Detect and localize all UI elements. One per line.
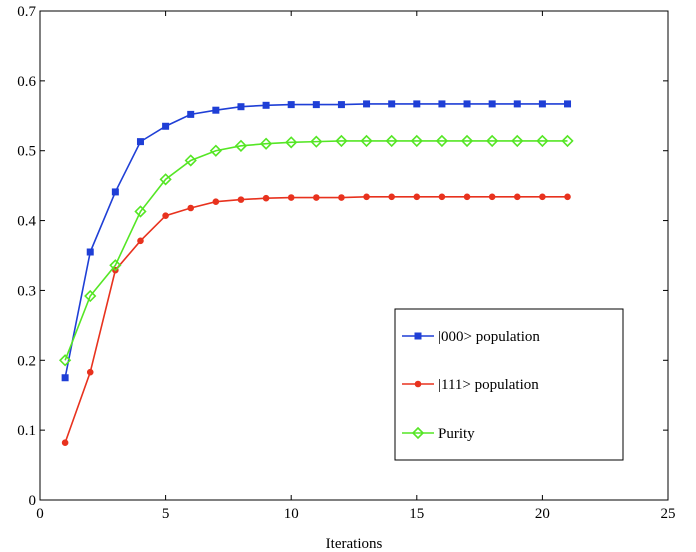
legend-label: Purity bbox=[438, 426, 475, 442]
data-point bbox=[86, 368, 94, 376]
data-point bbox=[413, 100, 421, 108]
y-tick-label: 0.3 bbox=[17, 283, 36, 299]
data-point bbox=[564, 193, 571, 201]
data-point bbox=[511, 134, 524, 148]
data-point bbox=[513, 100, 521, 108]
x-axis-label: Iterations bbox=[326, 536, 383, 552]
data-point bbox=[313, 194, 320, 201]
data-point bbox=[539, 193, 546, 201]
data-point bbox=[463, 100, 471, 108]
data-point bbox=[561, 134, 574, 148]
legend-marker bbox=[411, 426, 425, 440]
data-point bbox=[435, 134, 449, 148]
data-point bbox=[134, 205, 147, 218]
series-0 bbox=[61, 100, 572, 382]
series-layer bbox=[58, 100, 574, 447]
data-point bbox=[388, 193, 395, 201]
data-point bbox=[538, 100, 546, 108]
data-point bbox=[187, 110, 195, 118]
legend-label: |000> population bbox=[438, 329, 540, 345]
y-tick-label: 0.1 bbox=[17, 423, 36, 439]
data-point bbox=[111, 188, 119, 196]
legend: |000> population |111> population Purity bbox=[394, 308, 624, 461]
data-point bbox=[460, 134, 474, 148]
y-tick-label: 0.5 bbox=[17, 144, 36, 160]
data-point bbox=[259, 137, 273, 150]
data-point bbox=[486, 134, 499, 148]
data-point bbox=[438, 193, 446, 201]
data-point bbox=[212, 198, 220, 206]
data-point bbox=[410, 134, 423, 148]
data-point bbox=[61, 439, 69, 447]
data-point bbox=[136, 138, 144, 146]
data-point bbox=[337, 101, 345, 109]
data-point bbox=[262, 101, 270, 109]
data-point bbox=[564, 100, 572, 108]
data-point bbox=[488, 100, 496, 108]
data-point bbox=[109, 259, 122, 272]
data-point bbox=[488, 193, 496, 201]
legend-item: |111> population bbox=[402, 377, 539, 393]
y-tick-label: 0.4 bbox=[17, 214, 36, 230]
legend-item: Purity bbox=[402, 426, 475, 442]
data-point bbox=[285, 136, 298, 149]
data-point bbox=[338, 194, 345, 201]
data-point bbox=[237, 103, 245, 111]
x-tick-label: 20 bbox=[535, 506, 550, 522]
data-point bbox=[312, 101, 320, 109]
y-tick-label: 0.6 bbox=[17, 74, 36, 90]
legend-item: |000> population bbox=[402, 329, 540, 345]
data-point bbox=[212, 106, 220, 114]
data-point bbox=[84, 289, 97, 303]
data-point bbox=[463, 193, 471, 201]
x-tick-label: 25 bbox=[661, 506, 676, 522]
data-point bbox=[287, 194, 295, 201]
x-tick-label: 10 bbox=[284, 506, 299, 522]
data-point bbox=[413, 193, 421, 201]
data-point bbox=[513, 193, 521, 201]
series-line bbox=[64, 140, 568, 361]
x-tick-label: 15 bbox=[409, 506, 424, 522]
data-point bbox=[388, 100, 396, 108]
y-tick-label: 0.7 bbox=[17, 4, 36, 20]
legend-marker bbox=[414, 380, 422, 388]
data-point bbox=[86, 248, 94, 256]
data-point bbox=[209, 144, 222, 157]
x-tick-label: 5 bbox=[162, 506, 170, 522]
data-point bbox=[162, 122, 170, 130]
legend-marker bbox=[414, 332, 422, 340]
data-point bbox=[310, 135, 323, 148]
y-tick-label: 0 bbox=[29, 493, 37, 509]
data-point bbox=[159, 173, 172, 186]
data-point bbox=[237, 196, 245, 203]
data-point bbox=[234, 139, 248, 152]
series-1 bbox=[61, 193, 571, 447]
data-point bbox=[287, 101, 295, 109]
series-2 bbox=[58, 134, 574, 367]
data-point bbox=[536, 134, 549, 148]
data-point bbox=[363, 100, 371, 108]
x-tick-label: 0 bbox=[36, 506, 44, 522]
plot-frame bbox=[39, 10, 669, 501]
data-point bbox=[137, 237, 144, 245]
legend-label: |111> population bbox=[438, 377, 539, 393]
data-point bbox=[262, 194, 270, 202]
data-point bbox=[58, 354, 72, 367]
data-point bbox=[360, 134, 373, 148]
data-point bbox=[363, 193, 370, 201]
data-point bbox=[438, 100, 446, 108]
data-point bbox=[385, 134, 398, 148]
data-point bbox=[184, 154, 197, 167]
data-point bbox=[187, 204, 195, 212]
axis-ticks: 0 5 10 15 20 25 0 0.1 0.2 0.3 0.4 0.5 0.6 0.7 bbox=[17, 4, 675, 522]
data-point bbox=[335, 134, 348, 148]
y-tick-label: 0.2 bbox=[17, 353, 36, 369]
data-point bbox=[61, 374, 69, 382]
data-point bbox=[162, 212, 169, 219]
